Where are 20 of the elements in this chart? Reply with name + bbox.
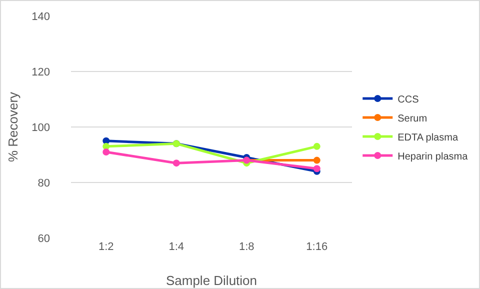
point <box>313 165 320 172</box>
legend-label: Heparin plasma <box>398 151 468 162</box>
point <box>313 156 320 164</box>
x-tick-label: 1:4 <box>168 241 184 253</box>
point <box>172 160 180 167</box>
y-tick-label: 60 <box>38 232 50 245</box>
y-tick-label: 140 <box>32 10 50 23</box>
x-tick-label: 1:2 <box>98 241 114 253</box>
x-tick-label: 1:16 <box>306 241 328 253</box>
y-tick-label: 100 <box>32 122 50 134</box>
legend-label: CCS <box>398 94 420 106</box>
x-axis-title: Sample Dilution <box>166 273 258 288</box>
legend-label: EDTA plasma <box>398 132 458 144</box>
y-tick-label: 80 <box>38 177 50 190</box>
y-tick-label: 120 <box>32 66 50 78</box>
y-axis-title: % Recovery <box>6 91 21 162</box>
point <box>102 148 110 156</box>
x-tick-label: 1:8 <box>238 241 254 253</box>
point <box>313 142 320 150</box>
legend-label: Serum <box>398 113 428 124</box>
